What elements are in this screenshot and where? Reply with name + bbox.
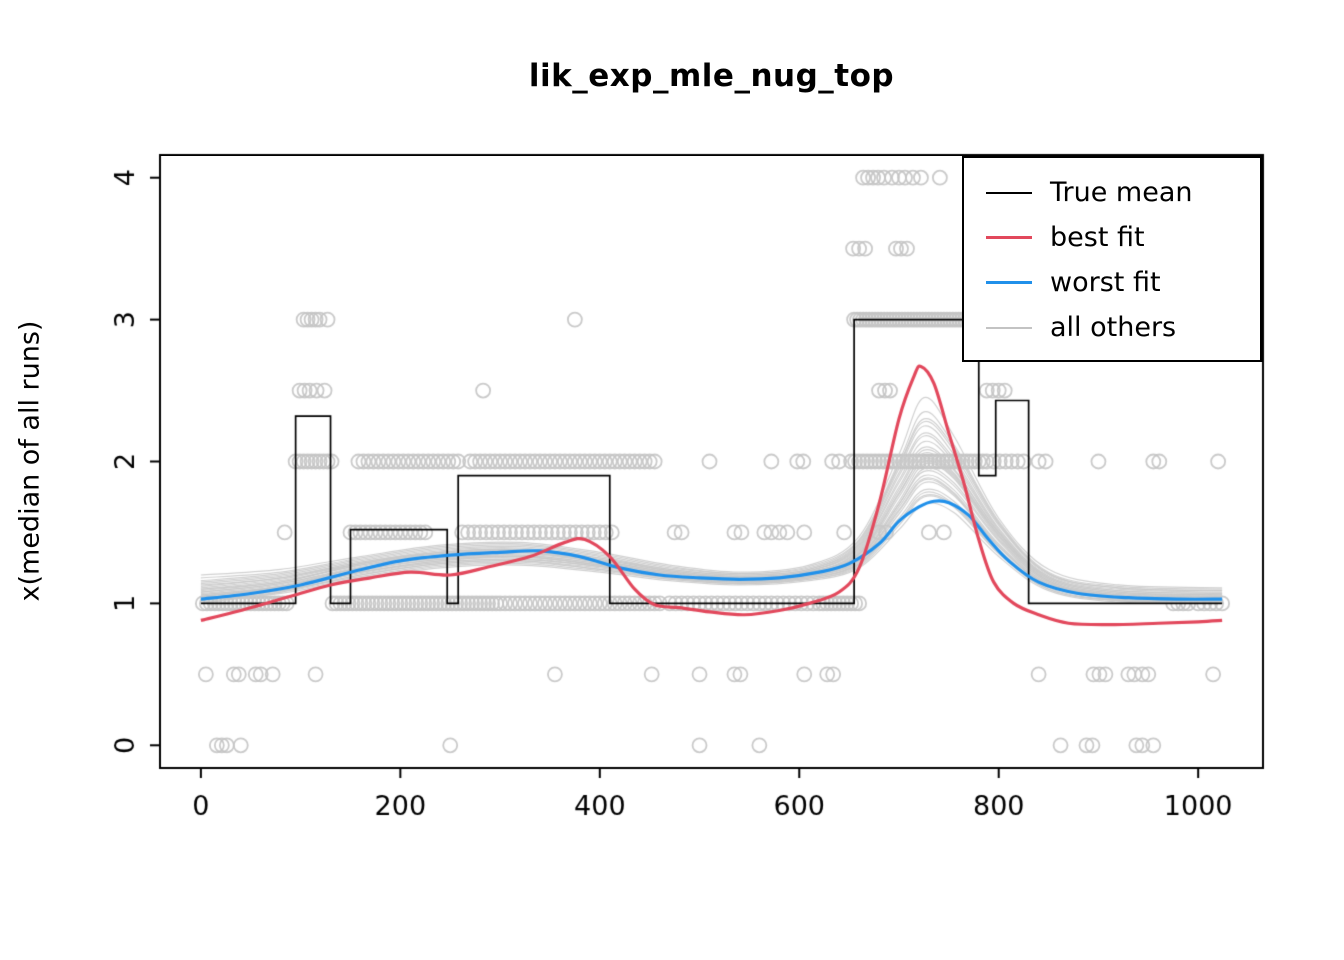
- legend-item-all-others: all others: [964, 305, 1260, 350]
- legend-item-worst-fit: worst fit: [964, 260, 1260, 305]
- legend-label: worst fit: [1050, 267, 1161, 298]
- legend-label: True mean: [1050, 177, 1193, 208]
- chart-title: lik_exp_mle_nug_top: [528, 58, 895, 94]
- legend-item-true-mean: True mean: [964, 170, 1260, 215]
- all-others-line-swatch: [986, 326, 1032, 329]
- legend-label: best fit: [1050, 222, 1145, 253]
- legend-item-best-fit: best fit: [964, 215, 1260, 260]
- legend-label: all others: [1050, 312, 1177, 343]
- legend: True mean best fit worst fit all others: [962, 156, 1262, 362]
- worst-fit-line-swatch: [986, 281, 1032, 284]
- true-mean-line-swatch: [986, 191, 1032, 194]
- y-axis-label: x(median of all runs): [14, 320, 46, 602]
- best-fit-line-swatch: [986, 236, 1032, 239]
